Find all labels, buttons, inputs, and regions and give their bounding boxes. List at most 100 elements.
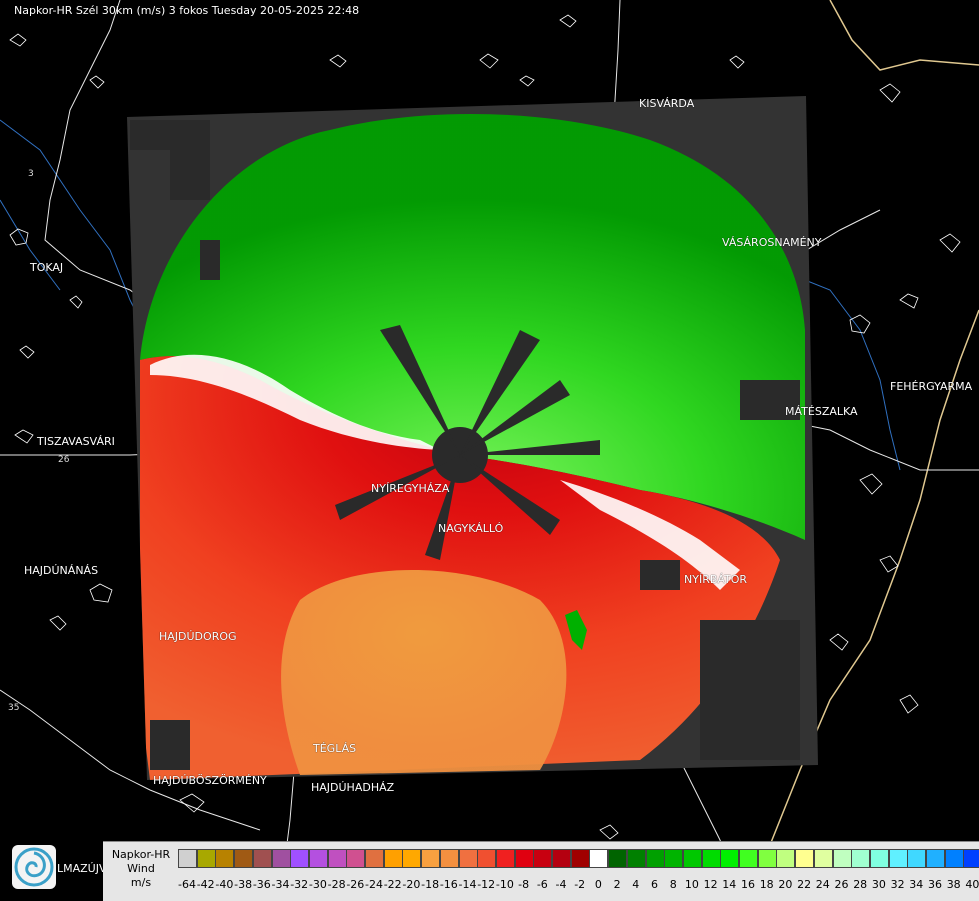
legend-swatch (439, 849, 459, 868)
legend-swatch (720, 849, 740, 868)
legend-tick-label: -64 (178, 878, 196, 891)
legend-swatch (327, 849, 347, 868)
legend-tick-label: -28 (327, 878, 346, 891)
legend-swatch (308, 849, 328, 868)
town-label-nagykallo: NAGYKÁLLÓ (438, 522, 504, 535)
legend-swatch (589, 849, 609, 868)
legend-tick-label: -4 (555, 878, 567, 891)
legend-swatch (608, 849, 628, 868)
radar-header-title: Napkor-HR Szél 30km (m/s) 3 fokos Tuesda… (14, 4, 360, 17)
legend-tick-label: -30 (308, 878, 327, 891)
town-label-hajdunanas: HAJDÚNÁNÁS (24, 564, 99, 577)
legend-swatch (701, 849, 721, 868)
legend-swatch (907, 849, 927, 868)
legend-title: Napkor-HR Wind m/s (107, 848, 175, 890)
town-label-nyirbator: NYÍRBÁTOR (684, 573, 748, 586)
legend-tick-label: -26 (346, 878, 365, 891)
legend-swatch (495, 849, 515, 868)
legend-swatch (533, 849, 553, 868)
legend-swatch (776, 849, 796, 868)
legend-swatch (196, 849, 216, 868)
legend-swatch (421, 849, 441, 868)
legend-tick-label: 38 (946, 878, 961, 891)
legend-tick-label: -22 (383, 878, 402, 891)
town-label-tokaj: TOKAJ (30, 261, 64, 274)
legend-title-quantity: Wind (127, 862, 155, 875)
legend-swatch (346, 849, 366, 868)
legend-swatch (851, 849, 871, 868)
legend-swatch (383, 849, 403, 868)
legend-swatch (252, 849, 272, 868)
legend-tick-label: -36 (252, 878, 271, 891)
legend-tick-label: 8 (669, 878, 677, 891)
legend-title-source: Napkor-HR (111, 848, 171, 861)
legend-swatch (888, 849, 908, 868)
zero-velocity-band (150, 354, 740, 590)
legend-swatch (290, 849, 310, 868)
legend-tick-label: 32 (890, 878, 905, 891)
legend-swatch (552, 849, 571, 868)
legend-tick-label: -16 (439, 878, 458, 891)
legend-tick-label: 28 (853, 878, 868, 891)
town-label-teglas: TÉGLÁS (313, 742, 357, 755)
town-label-vasarosnameny: VÁSÁROSNAMÉNY (722, 236, 822, 249)
legend-tick-label: -20 (402, 878, 421, 891)
legend-tick-label: 12 (703, 878, 718, 891)
legend-tick-label: -2 (574, 878, 586, 891)
legend-swatch (926, 849, 945, 868)
legend-swatch (682, 849, 702, 868)
legend-swatch (832, 849, 852, 868)
town-label-hajdudorog: HAJDÚDOROG (159, 630, 237, 643)
legend-tick-label: -6 (536, 878, 548, 891)
legend-swatch (869, 849, 889, 868)
town-label-mateszalka: MÁTÉSZALKA (785, 405, 858, 418)
legend-swatch (570, 849, 590, 868)
legend-swatch (757, 849, 777, 868)
echo-incoming-north (140, 113, 805, 541)
legend-swatch (944, 849, 964, 868)
legend-swatch (271, 849, 291, 868)
legend-tick-label: -34 (271, 878, 290, 891)
legend-tick-label: 20 (778, 878, 793, 891)
legend-tick-label: -40 (215, 878, 234, 891)
legend-swatch (645, 849, 665, 868)
legend-tick-label: -12 (477, 878, 496, 891)
town-label-tiszavasvari: TISZAVASVÁRI (37, 435, 115, 448)
legend-tick-label: 16 (741, 878, 755, 891)
legend-swatch (365, 849, 384, 868)
legend-tick-label: -14 (458, 878, 477, 891)
legend-swatch (739, 849, 758, 868)
radar-echo-field (130, 113, 805, 780)
legend-swatch (477, 849, 497, 868)
legend-tick-label: -32 (290, 878, 309, 891)
town-label-fehergyarmat: FEHÉRGYARMA (890, 380, 973, 393)
legend-tick-label: 10 (684, 878, 699, 891)
legend-title-unit: m/s (130, 876, 152, 889)
legend-tick-label: -10 (495, 878, 514, 891)
radar-swirl-icon (12, 845, 56, 889)
legend-swatch (215, 849, 235, 868)
legend-tick-label: 24 (815, 878, 830, 891)
legend-swatch (514, 849, 534, 868)
legend-swatch (664, 849, 684, 868)
legend-tick-label: 14 (722, 878, 737, 891)
echo-outgoing-far (281, 570, 567, 775)
town-label-hajduboszormeny: HAJDÚBÖSZÖRMÉNY (153, 774, 267, 787)
legend-swatch (234, 849, 254, 868)
town-label-hajduhadhaz: HAJDÚHADHÁZ (311, 781, 395, 794)
road-number-3: 3 (28, 169, 34, 179)
legend-tick-label: -24 (365, 878, 383, 891)
legend-tick-label: 6 (651, 878, 658, 891)
echo-gaps (130, 120, 800, 770)
legend-tick-label: 22 (797, 878, 812, 891)
wind-color-legend: Napkor-HR Wind m/s -64 -42 -40 -38 -36 -34 -32… (103, 841, 979, 901)
legend-swatch (795, 849, 815, 868)
legend-swatch (458, 849, 478, 868)
road-number-35: 35 (8, 703, 19, 713)
echo-incoming-patch (565, 610, 587, 650)
legend-tick-label: -8 (518, 878, 530, 891)
legend-tick-label: 40 (965, 878, 979, 891)
legend-tick-label: 36 (928, 878, 942, 891)
town-label-nyiregyhaza: NYÍREGYHÁZA (371, 482, 450, 495)
